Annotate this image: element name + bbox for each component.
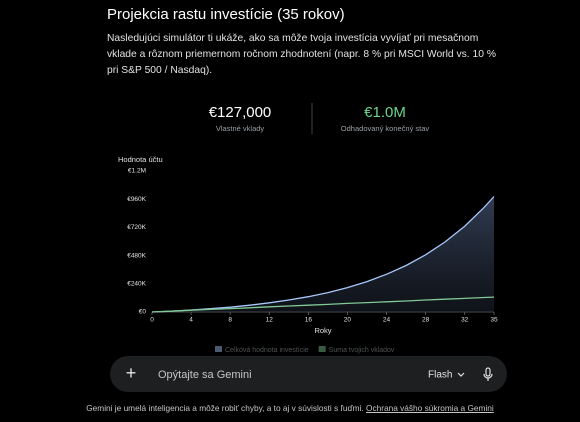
x-tick-label: 28	[422, 317, 430, 324]
series-line	[151, 296, 495, 313]
title: Projekcia rastu investície (35 rokov)	[107, 6, 345, 23]
mic-button[interactable]	[483, 367, 493, 381]
y-tick-label: €240K	[127, 281, 146, 288]
y-tick-label: €960K	[127, 196, 146, 203]
x-axis-title: Roky	[314, 326, 331, 335]
x-tick-label: 12	[266, 317, 274, 324]
y-tick-label: €1.2M	[128, 168, 146, 175]
stat-value: €127,000	[209, 104, 272, 121]
x-tick-label: 4	[189, 317, 193, 324]
stat-label: Odhadovaný konečný stav	[341, 124, 430, 133]
add-button[interactable]: +	[126, 363, 137, 383]
legend-swatch	[215, 346, 222, 352]
x-tick-label: 32	[461, 317, 469, 324]
input-placeholder[interactable]: Opýtajte sa Gemini	[158, 369, 252, 381]
y-tick-label: €480K	[127, 252, 146, 259]
stat-label: Vlastné vklady	[216, 124, 265, 133]
x-tick-label: 35	[490, 317, 498, 324]
legend-label: Suma tvojich vkladov	[329, 347, 395, 354]
privacy-link[interactable]: Ochrana vášho súkromia a Gemini	[366, 403, 494, 413]
y-axis-title: Hodnota účtu	[118, 155, 163, 164]
x-tick-label: 8	[228, 317, 232, 324]
input-box[interactable]	[110, 356, 507, 392]
model-chevron[interactable]	[457, 372, 465, 377]
legend-swatch	[318, 346, 326, 352]
y-tick-label: €0	[139, 309, 147, 316]
series-line	[151, 196, 495, 313]
description: Nasledujúci simulátor ti ukáže, ako sa m…	[107, 33, 496, 76]
x-tick-label: 24	[383, 317, 391, 324]
model-selector[interactable]: Flash	[428, 370, 452, 381]
legend-label: Celková hodnota investície	[225, 347, 309, 354]
footer-text: Gemini je umelá inteligencia a môže robi…	[86, 403, 364, 413]
series-area	[152, 196, 494, 312]
stat-value: €1.0M	[364, 104, 406, 121]
x-tick-label: 16	[305, 317, 313, 324]
x-tick-label: 20	[344, 317, 352, 324]
y-tick-label: €720K	[127, 224, 146, 231]
x-tick-label: 0	[150, 317, 154, 324]
footer: Gemini je umelá inteligencia a môže robi…	[0, 403, 580, 413]
